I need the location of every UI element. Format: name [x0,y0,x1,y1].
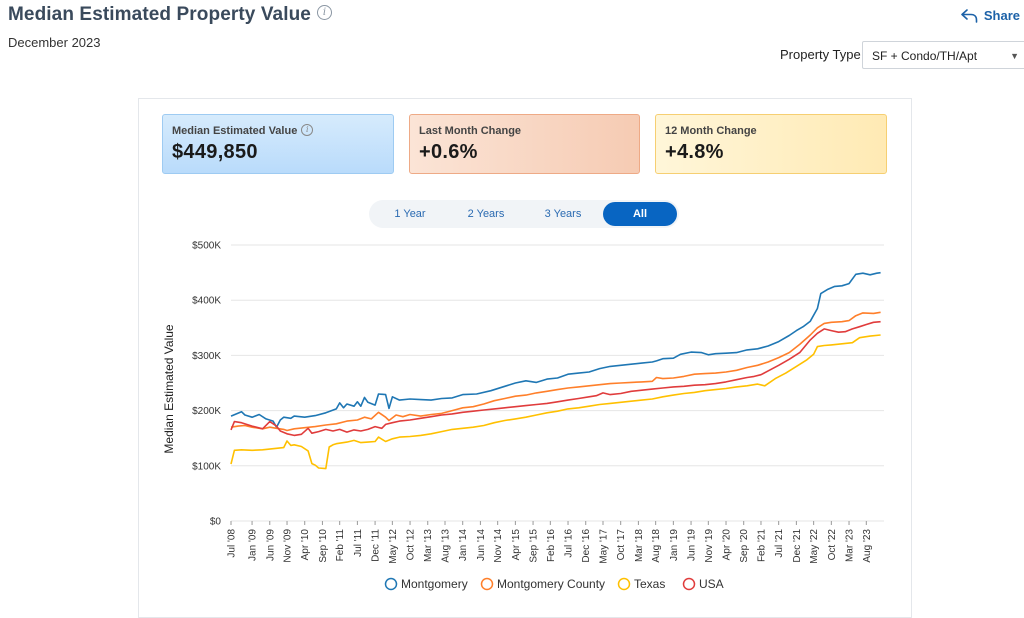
page-title: Median Estimated Property Value i [8,4,332,26]
card-label: Last Month Change [419,125,522,137]
x-tick-label: Nov '19 [704,529,715,563]
x-tick-label: Nov '09 [283,529,294,563]
y-tick-label: $300K [192,351,221,362]
x-tick-label: Nov '14 [493,529,504,563]
x-tick-label: Oct '22 [827,529,838,561]
legend-marker [682,577,696,591]
x-tick-label: Apr '20 [722,529,733,561]
series-line-montgomery-county [230,311,881,432]
y-tick-label: $100K [192,461,221,472]
tab-2-years[interactable]: 2 Years [467,208,505,220]
x-tick-label: Jul '08 [227,529,238,558]
x-tick-label: Jul '11 [353,529,364,557]
legend-label: Montgomery County [497,577,605,591]
x-tick-label: Feb '16 [546,529,557,562]
share-button[interactable]: Share [961,8,1020,23]
card-value: +4.8% [665,141,724,163]
legend-marker [617,577,631,591]
x-tick-label: Dec '11 [371,529,382,562]
card-label: Median Estimated Value [172,125,298,137]
x-tick-label: May '22 [809,529,820,564]
y-tick-label: $200K [192,406,221,417]
x-tick-label: Sep '20 [739,529,750,563]
x-tick-label: Jul '16 [564,529,575,558]
x-tick-label: Oct '17 [616,529,627,561]
share-label: Share [983,8,1020,23]
legend-label: USA [699,577,724,591]
tab-1-year[interactable]: 1 Year [394,208,426,220]
y-tick-label: $500K [192,241,221,252]
card-label: 12 Month Change [665,125,757,137]
x-tick-label: Jan '14 [458,529,469,561]
x-tick-label: Apr '10 [300,529,311,561]
x-tick-label: Jan '19 [669,529,680,561]
x-tick-label: Mar '18 [634,529,645,562]
x-tick-label: Apr '15 [511,529,522,561]
x-tick-label: Aug '18 [651,529,662,563]
report-date: December 2023 [8,35,101,50]
property-type-label: Property Type [780,47,861,62]
series-line-montgomery [230,271,881,428]
page-title-text: Median Estimated Property Value [8,4,311,25]
range-tabs: 1 Year 2 Years 3 Years All [369,200,679,228]
x-tick-label: Jun '19 [687,529,698,561]
x-tick-label: Jul '21 [774,529,785,558]
twelve-month-change-card: 12 Month Change +4.8% [655,114,887,174]
chart-panel [138,98,912,618]
last-month-change-card: Last Month Change +0.6% [409,114,640,174]
x-tick-label: Aug '13 [441,529,452,563]
x-tick-label: Sep '10 [318,529,329,563]
tab-all[interactable]: All [603,202,677,226]
x-tick-label: Mar '23 [845,529,856,562]
card-value: $449,850 [172,141,258,164]
x-tick-label: Sep '15 [529,529,540,563]
property-type-select[interactable]: SF + Condo/TH/Apt ▼ [862,41,1024,69]
x-tick-label: Mar '13 [423,529,434,562]
x-tick-label: Feb '21 [756,529,767,562]
legend-label: Montgomery [401,577,468,591]
info-icon[interactable]: i [316,5,332,21]
property-type-value: SF + Condo/TH/Apt [872,49,978,63]
y-tick-label: $400K [192,296,221,307]
legend-label: Texas [634,577,665,591]
legend-marker [480,577,494,591]
x-tick-label: May '12 [388,529,399,564]
legend-marker [384,577,398,591]
chevron-down-icon: ▼ [1010,51,1019,61]
x-tick-label: Jun '14 [476,529,487,561]
x-tick-label: Jan '09 [248,529,259,561]
card-value: +0.6% [419,141,478,163]
x-tick-label: Oct '12 [406,529,417,561]
y-axis-label: Median Estimated Value [162,324,176,454]
x-tick-label: Dec '21 [792,529,803,563]
x-tick-label: Dec '16 [581,529,592,563]
x-tick-label: Jun '09 [265,529,276,561]
x-tick-label: May '17 [598,529,609,564]
info-icon[interactable]: i [301,124,314,137]
tab-3-years[interactable]: 3 Years [544,208,582,220]
series-line-usa [230,320,881,437]
median-value-card: Median Estimated Value i $449,850 [162,114,394,174]
x-tick-label: Aug '23 [862,529,873,563]
series-line-texas [230,334,881,470]
x-tick-label: Feb '11 [335,529,346,562]
y-tick-label: $0 [210,517,222,528]
share-icon [961,8,978,23]
